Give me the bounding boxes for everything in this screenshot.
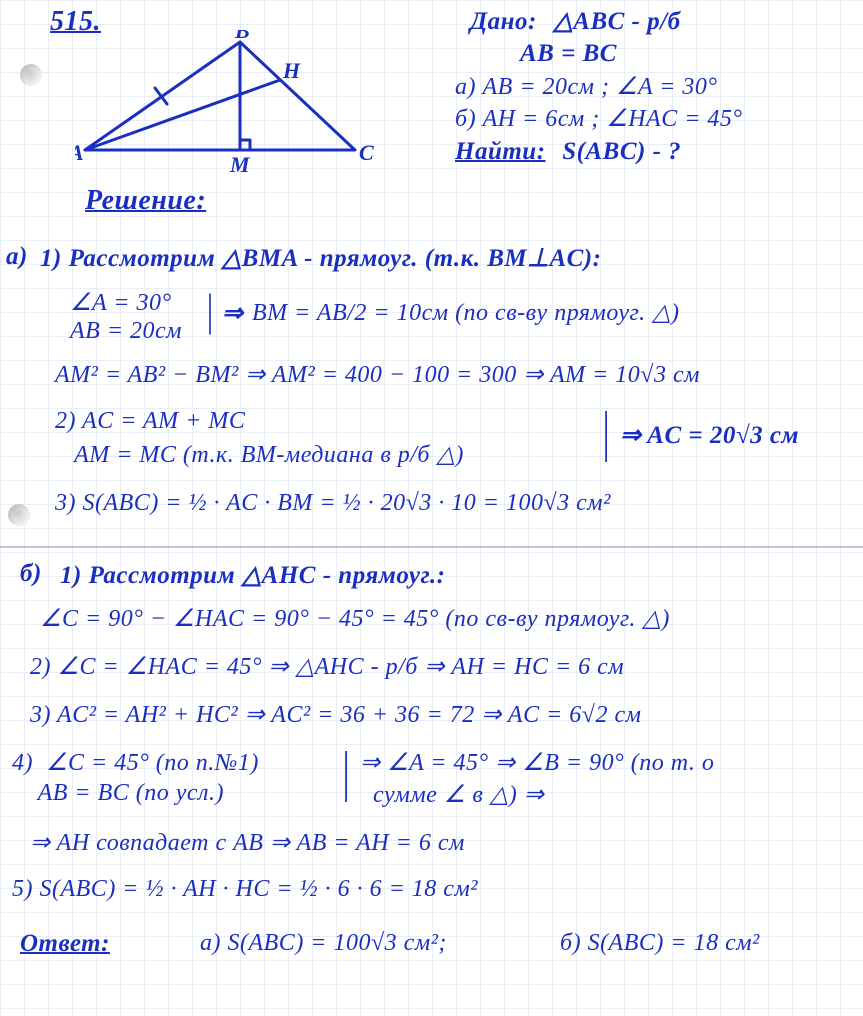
hole-punch-lower xyxy=(8,504,30,526)
part-a-label: а) xyxy=(6,243,28,271)
b-step5-area: 5) S(ABC) = ½ · AH · HC = ½ · 6 · 6 = 18… xyxy=(12,876,478,903)
b-step4-left2: AB = BC (по усл.) xyxy=(12,780,224,807)
vertex-c-label: C xyxy=(359,140,374,165)
section-divider xyxy=(0,546,863,548)
b-step1-line: ∠C = 90° − ∠HAC = 90° − 45° = 45° (по св… xyxy=(40,604,670,633)
triangle-diagram: A B C M H xyxy=(75,30,375,180)
given-label: Дано: △ABC - р/б xyxy=(470,6,681,36)
b-step1-title: 1) Рассмотрим △AHC - прямоуг.: xyxy=(60,560,445,590)
b-step3: 3) AC² = AH² + HC² ⇒ AC² = 36 + 36 = 72 … xyxy=(30,700,641,729)
a-step2-line1: 2) AC = AM + MC xyxy=(55,408,245,435)
a-step1-pythagoras: AM² = AB² − BM² ⇒ AM² = 400 − 100 = 300 … xyxy=(55,360,700,389)
a-step1-ab: AB = 20см xyxy=(70,318,182,345)
a-step2-result: ⇒ AC = 20√3 см xyxy=(620,420,799,450)
b-step4-left1: 4) ∠C = 45° (по п.№1) xyxy=(12,748,259,777)
brace-icon-3: | xyxy=(344,740,350,804)
vertex-a-label: A xyxy=(75,140,84,165)
vertex-b-label: B xyxy=(234,30,250,43)
answer-label: Ответ: xyxy=(20,930,110,958)
given-equal-sides: AB = BC xyxy=(520,40,617,68)
given-case-a: а) AB = 20см ; ∠A = 30° xyxy=(455,72,718,101)
a-step3-area: 3) S(ABC) = ½ · AC · BM = ½ · 20√3 · 10 … xyxy=(55,490,611,517)
b-step2: 2) ∠C = ∠HAC = 45° ⇒ △AHC - р/б ⇒ AH = H… xyxy=(30,652,624,681)
find-value: S(ABC) - ? xyxy=(562,138,681,165)
solution-label: Решение: xyxy=(85,185,206,217)
vertex-h-label: H xyxy=(282,58,301,83)
brace-icon-2: | xyxy=(604,400,610,464)
vertex-m-label: M xyxy=(229,152,251,177)
a-step2-line2: AM = MC (т.к. BM-медиана в р/б △) xyxy=(55,440,464,469)
given-label-text: Дано: xyxy=(470,8,537,35)
a-step1-bm: BM = AB/2 = 10см (по св-ву прямоуг. △) xyxy=(252,298,680,327)
part-b-label: б) xyxy=(20,560,42,588)
a-step1-angle: ∠A = 30° xyxy=(70,288,172,317)
hole-punch-upper xyxy=(20,64,42,86)
a-step1-title: 1) Рассмотрим △BMA - прямоуг. (т.к. BM⊥A… xyxy=(40,243,601,273)
b-step4-right1: ⇒ ∠A = 45° ⇒ ∠B = 90° (по т. о xyxy=(360,748,714,777)
given-triangle: △ABC - р/б xyxy=(554,8,681,35)
brace-icon: | xyxy=(208,283,213,336)
b-step4-conclusion: ⇒ AH совпадает с AB ⇒ AB = AH = 6 см xyxy=(30,828,465,857)
answer-b: б) S(ABC) = 18 см² xyxy=(560,930,760,957)
arrow-icon-1: ⇒ xyxy=(222,298,243,328)
find-line: Найти: S(ABC) - ? xyxy=(455,138,681,166)
given-case-b: б) AH = 6см ; ∠HAC = 45° xyxy=(455,104,743,133)
answer-a: а) S(ABC) = 100√3 см²; xyxy=(200,930,447,957)
find-label: Найти: xyxy=(455,138,546,165)
triangle-abc xyxy=(85,42,355,150)
b-step4-right2: сумме ∠ в △) ⇒ xyxy=(360,780,544,809)
